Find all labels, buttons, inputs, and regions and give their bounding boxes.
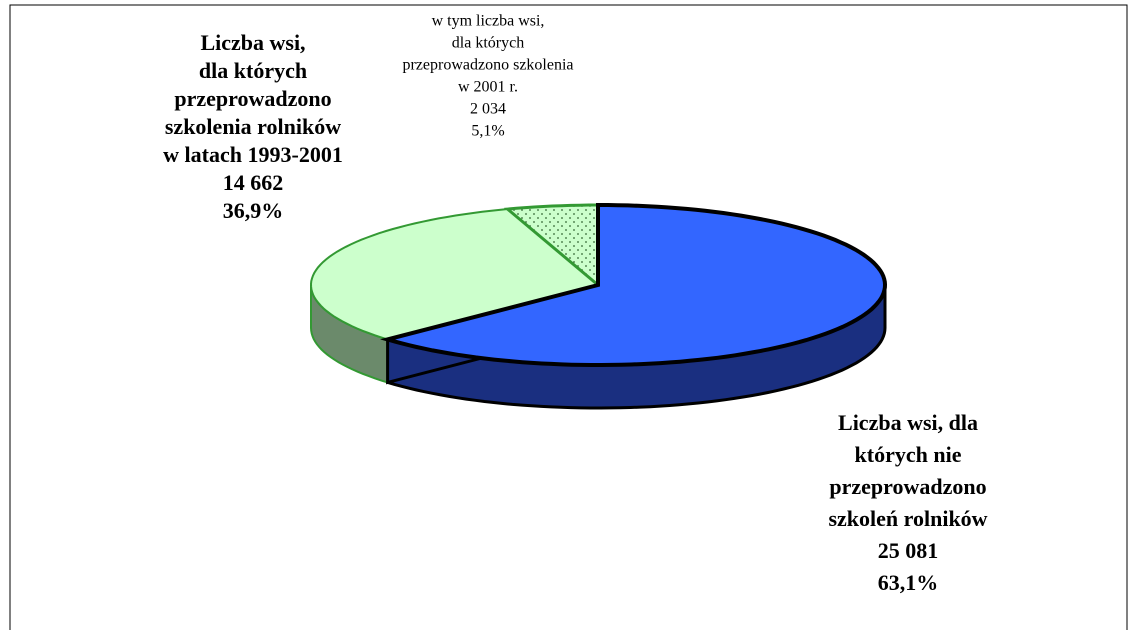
- slice-label: Liczba wsi,: [200, 30, 305, 55]
- slice-label: w latach 1993-2001: [163, 142, 343, 167]
- value-label: 14 662: [223, 170, 284, 195]
- slice: [380, 203, 888, 367]
- slice-label: w tym liczba wsi,: [432, 13, 545, 30]
- slice: [503, 203, 600, 289]
- percent-label: 63,1%: [878, 570, 939, 595]
- value-label: 2 034: [470, 101, 506, 118]
- slice-label: przeprowadzono: [174, 86, 331, 111]
- pie: [309, 203, 888, 410]
- labels: Liczba wsi, dla których nie przeprowadzono…: [163, 13, 988, 595]
- slice-label: których nie: [855, 442, 962, 467]
- slice-label: przeprowadzono: [829, 474, 986, 499]
- slice-label: w 2001 r.: [458, 79, 518, 96]
- frame: [9, 4, 1128, 630]
- percent-label: 36,9%: [223, 198, 284, 223]
- value-label: 25 081: [878, 538, 939, 563]
- slice-label: Liczba wsi, dla: [838, 410, 978, 435]
- slice-label: dla których: [452, 35, 524, 52]
- percent-label: 5,1%: [471, 123, 504, 140]
- slice-label: dla których: [199, 58, 307, 83]
- slice: [309, 204, 599, 341]
- slice-label: przeprowadzono szkolenia: [402, 57, 573, 74]
- slice-label: szkolenia rolników: [165, 114, 341, 139]
- slice-label: szkoleń rolników: [828, 506, 987, 531]
